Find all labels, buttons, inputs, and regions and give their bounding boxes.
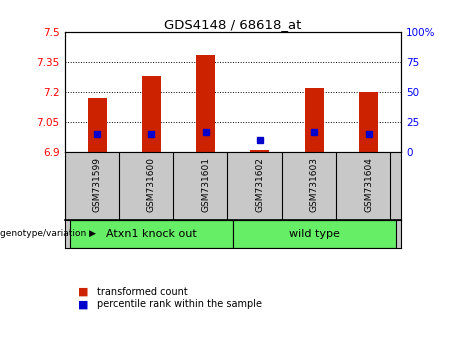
- Bar: [359, 92, 378, 152]
- Bar: [233, 219, 396, 248]
- Bar: [250, 150, 269, 152]
- Text: ■: ■: [78, 287, 89, 297]
- Text: GSM731603: GSM731603: [310, 158, 319, 212]
- Text: wild type: wild type: [289, 229, 340, 239]
- Text: GSM731599: GSM731599: [93, 158, 101, 212]
- Title: GDS4148 / 68618_at: GDS4148 / 68618_at: [164, 18, 301, 31]
- Text: ■: ■: [78, 299, 89, 309]
- Text: GSM731600: GSM731600: [147, 158, 156, 212]
- Bar: [305, 88, 324, 152]
- Bar: [142, 76, 161, 152]
- Bar: [70, 219, 233, 248]
- Bar: [88, 98, 106, 152]
- Text: GSM731601: GSM731601: [201, 158, 210, 212]
- Text: Atxn1 knock out: Atxn1 knock out: [106, 229, 197, 239]
- Text: GSM731604: GSM731604: [364, 158, 373, 212]
- Text: percentile rank within the sample: percentile rank within the sample: [97, 299, 262, 309]
- Text: GSM731602: GSM731602: [255, 158, 265, 212]
- Text: transformed count: transformed count: [97, 287, 188, 297]
- Bar: [196, 55, 215, 152]
- Text: genotype/variation ▶: genotype/variation ▶: [0, 229, 96, 238]
